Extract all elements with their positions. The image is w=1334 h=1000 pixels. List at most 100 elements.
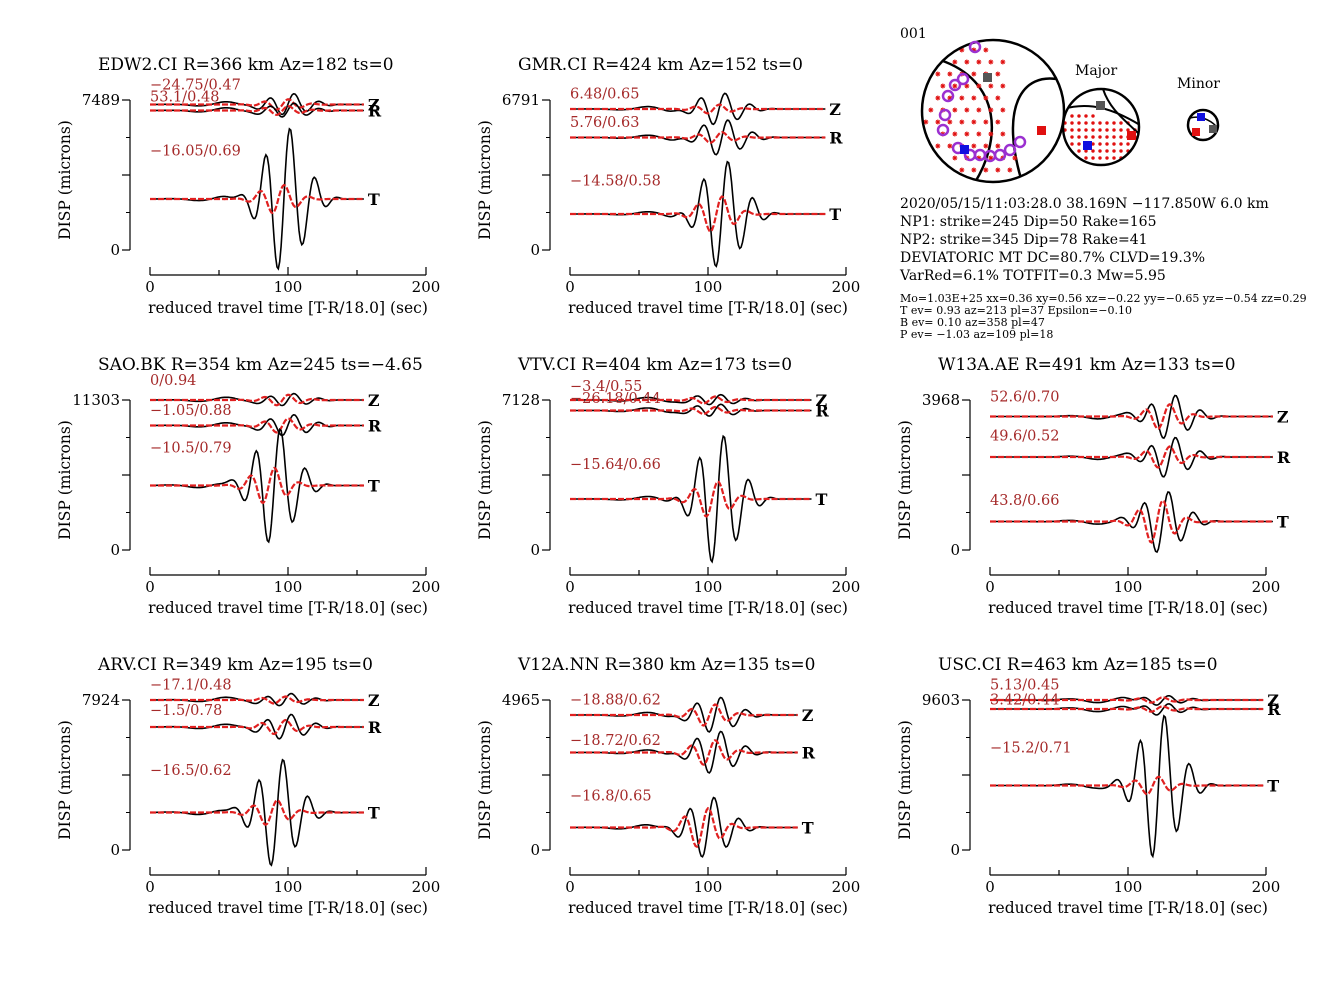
station-circle — [938, 108, 952, 122]
trace-annotation: 49.6/0.52 — [990, 429, 1059, 445]
mechanism-line: NP1: strike=245 Dip=50 Rake=165 — [900, 214, 1156, 230]
mechanism-small-line: B ev= 0.10 az=358 pl=47 — [900, 316, 1045, 329]
polarity-star — [1070, 121, 1074, 125]
x-axis-label: reduced travel time [T-R/18.0] (sec) — [148, 299, 428, 317]
y-min-label: 0 — [530, 241, 540, 259]
x-axis-label: reduced travel time [T-R/18.0] (sec) — [148, 599, 428, 617]
polarity-star — [947, 95, 953, 101]
polarity-star — [1119, 142, 1123, 146]
x-tick-label: 0 — [985, 878, 995, 896]
x-tick-label: 0 — [565, 578, 575, 596]
y-min-label: 0 — [530, 541, 540, 559]
polarity-star — [1084, 121, 1088, 125]
synthetic-trace — [150, 98, 364, 111]
polarity-star — [1098, 135, 1102, 139]
y-min-label: 0 — [110, 841, 120, 859]
component-label: Z — [802, 706, 814, 725]
polarity-star — [1105, 128, 1109, 132]
polarity-star — [1098, 142, 1102, 146]
x-tick-label: 200 — [412, 578, 441, 596]
polarity-star — [1119, 135, 1123, 139]
x-tick-label: 0 — [565, 878, 575, 896]
synthetic-trace — [150, 183, 364, 215]
synthetic-trace — [570, 103, 826, 115]
synthetic-trace — [570, 480, 812, 518]
mechanism-line: NP2: strike=345 Dip=78 Rake=41 — [900, 232, 1148, 248]
synthetic-trace — [570, 195, 826, 233]
major-label: Major — [1075, 63, 1117, 79]
polarity-star — [1063, 121, 1067, 125]
polarity-star — [1070, 142, 1074, 146]
polarity-star — [964, 107, 970, 113]
station-circle — [936, 123, 950, 137]
y-max-label: 9603 — [922, 691, 960, 709]
trace-annotation: −3.4/0.55 — [570, 379, 642, 395]
x-axis-label: reduced travel time [T-R/18.0] (sec) — [988, 599, 1268, 617]
component-label: T — [368, 190, 380, 209]
polarity-star — [1098, 128, 1102, 132]
polarity-star — [1077, 121, 1081, 125]
y-max-label: 7924 — [82, 691, 120, 709]
polarity-star — [952, 155, 958, 161]
panel-title: SAO.BK R=354 km Az=245 ts=−4.65 — [98, 355, 423, 375]
x-axis-label: reduced travel time [T-R/18.0] (sec) — [988, 899, 1268, 917]
station-circle — [941, 89, 955, 103]
trace-annotation: 3.42/0.44 — [990, 693, 1059, 709]
component-label: R — [1277, 448, 1291, 467]
y-axis-label: DISP (microns) — [476, 120, 494, 240]
polarity-star — [1119, 149, 1123, 153]
trace-annotation: 53.1/0.48 — [150, 90, 219, 106]
synthetic-trace — [990, 445, 1273, 469]
component-label: T — [816, 490, 828, 509]
x-tick-label: 200 — [1252, 578, 1281, 596]
station-circle — [948, 78, 962, 92]
mechanism-line: VarRed=6.1% TOTFIT=0.3 Mw=5.95 — [899, 268, 1166, 284]
polarity-star — [995, 167, 1001, 173]
polarity-star — [971, 167, 977, 173]
trace-annotation: −10.5/0.79 — [150, 441, 232, 457]
trace-annotation: 6.48/0.65 — [570, 87, 639, 103]
polarity-star — [928, 107, 934, 113]
polarity-star — [976, 59, 982, 65]
polarity-star — [983, 95, 989, 101]
x-axis-label: reduced travel time [T-R/18.0] (sec) — [148, 899, 428, 917]
polarity-star — [1112, 156, 1116, 160]
trace-annotation: −24.75/0.47 — [150, 78, 241, 94]
polarity-star — [1070, 128, 1074, 132]
polarity-star — [1098, 121, 1102, 125]
x-axis-label: reduced travel time [T-R/18.0] (sec) — [568, 599, 848, 617]
x-tick-label: 200 — [832, 878, 861, 896]
polarity-star — [1126, 142, 1130, 146]
x-axis-label: reduced travel time [T-R/18.0] (sec) — [568, 899, 848, 917]
x-tick-label: 200 — [832, 278, 861, 296]
polarity-star — [1105, 121, 1109, 125]
synthetic-trace — [150, 695, 364, 705]
mechanism-small-line: Mo=1.03E+25 xx=0.36 xy=0.56 xz=−0.22 yy=… — [900, 292, 1307, 305]
x-tick-label: 100 — [694, 278, 723, 296]
x-tick-label: 100 — [694, 578, 723, 596]
polarity-star — [1105, 149, 1109, 153]
polarity-star — [1105, 135, 1109, 139]
polarity-star — [1077, 128, 1081, 132]
x-tick-label: 0 — [145, 578, 155, 596]
component-label: T — [802, 819, 814, 838]
trace-annotation: −1.5/0.78 — [150, 703, 222, 719]
polarity-star — [976, 83, 982, 89]
trace-annotation: −14.58/0.58 — [570, 174, 661, 190]
polarity-star — [935, 95, 941, 101]
polarity-star — [988, 131, 994, 137]
polarity-star — [964, 83, 970, 89]
x-tick-label: 100 — [274, 278, 303, 296]
polarity-star — [959, 47, 965, 53]
main-beachball — [920, 38, 1066, 184]
x-tick-label: 200 — [412, 278, 441, 296]
station-panel: USC.CI R=463 km Az=185 ts=0 9603 0 DISP (mi… — [896, 655, 1281, 917]
y-min-label: 0 — [110, 541, 120, 559]
polarity-star — [1070, 114, 1074, 118]
mechanism-info: 2020/05/15/11:03:28.0 38.169N −117.850W … — [899, 196, 1307, 341]
station-circle — [993, 148, 1007, 162]
y-axis-label: DISP (microns) — [56, 720, 74, 840]
trace-annotation: 5.76/0.63 — [570, 115, 639, 131]
b-axis-marker — [983, 73, 992, 82]
polarity-star — [1084, 156, 1088, 160]
